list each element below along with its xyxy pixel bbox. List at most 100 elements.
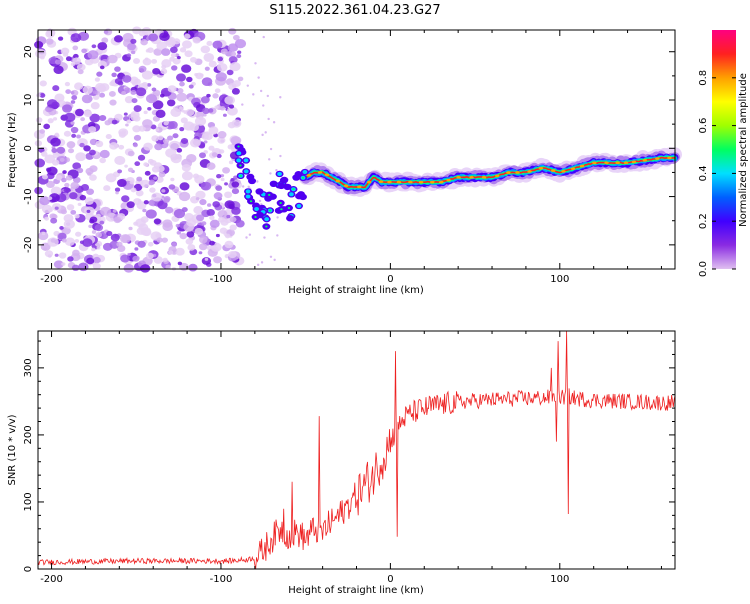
noise-blob [186,76,193,83]
noise-blob [120,254,130,263]
noise-blob [78,262,89,272]
x-tick-label: 100 [550,274,569,285]
noise-blob [235,219,245,228]
noise-blob [246,84,249,87]
noise-blob [176,88,184,94]
noise-blob [259,89,263,93]
noise-blob [103,185,111,192]
noise-blob [188,84,194,89]
y-tick-label: 20 [23,45,34,58]
noise-blob [155,109,166,118]
noise-blob [64,237,75,246]
noise-blob [90,102,100,110]
noise-blob [66,204,75,211]
y-tick-label: 200 [23,425,34,444]
noise-blob [60,47,70,55]
noise-blob [269,255,273,258]
noise-blob [193,206,204,215]
ridge-blob [292,188,295,191]
noise-blob [155,128,160,132]
noise-blob [231,87,240,95]
noise-blob [127,43,136,51]
noise-blob [163,197,170,203]
noise-blob [161,64,167,70]
noise-blob [113,216,122,224]
noise-blob [217,136,226,144]
noise-blob [130,50,136,55]
noise-blob [148,200,155,206]
noise-blob [116,241,123,247]
noise-blob [230,51,237,57]
noise-blob [45,38,54,45]
noise-blob [162,219,173,228]
noise-blob [256,263,260,267]
noise-blob [80,117,86,122]
noise-blob [133,78,141,85]
x-tick-label: 0 [387,574,393,585]
noise-blob [54,253,59,257]
noise-blob [133,221,139,226]
noise-blob [37,231,49,241]
noise-blob [156,237,163,243]
noise-blob [72,57,82,65]
ridge-peak [604,161,609,165]
ridge-blob [245,189,251,194]
noise-blob [154,143,163,151]
noise-blob [81,94,93,104]
noise-blob [91,230,97,234]
ridge-blob [243,158,249,163]
noise-blob [176,92,188,102]
noise-blob [187,244,196,251]
noise-blob [176,148,183,153]
noise-blob [203,150,208,154]
noise-blob [123,263,135,273]
noise-blob [144,170,151,176]
noise-blob [62,104,73,113]
noise-blob [122,75,132,83]
ridge-blob [277,182,286,190]
noise-blob [141,70,153,80]
noise-blob [38,147,45,153]
ridge-peak [387,180,392,184]
noise-blob [198,251,203,255]
ridge-peak [655,157,660,160]
noise-blob [54,206,59,210]
noise-blob [190,56,197,63]
noise-blob [127,252,131,256]
noise-blob [35,49,47,59]
y-tick-label: 0 [23,566,34,572]
noise-blob [184,50,193,58]
noise-blob [70,126,79,134]
noise-blob [165,206,174,214]
noise-blob [179,127,185,132]
noise-blob [276,234,279,237]
noise-blob [228,55,238,64]
noise-blob [214,105,219,110]
noise-blob [109,142,119,150]
noise-blob [179,232,188,240]
noise-blob [63,188,69,193]
noise-blob [170,52,177,58]
ridge-blob [277,171,282,176]
noise-blob [72,162,82,170]
ridge-blob [297,191,306,198]
noise-blob [123,87,131,94]
snr-axes-frame [37,330,676,570]
noise-blob [218,216,226,223]
noise-blob [50,137,61,147]
noise-blob [63,219,75,229]
noise-blob [65,175,73,181]
noise-blob [162,257,168,262]
noise-blob [46,167,52,173]
noise-blob [192,36,201,44]
ridge-blob [289,192,294,197]
colorbar-gradient [712,30,736,269]
noise-blob [89,149,96,156]
noise-blob [146,252,154,260]
ridge-blob [301,176,305,179]
noise-blob [115,191,119,195]
noise-blob [167,85,177,93]
noise-blob [213,256,222,264]
figure-title: S115.2022.361.04.23.G27 [269,3,440,18]
